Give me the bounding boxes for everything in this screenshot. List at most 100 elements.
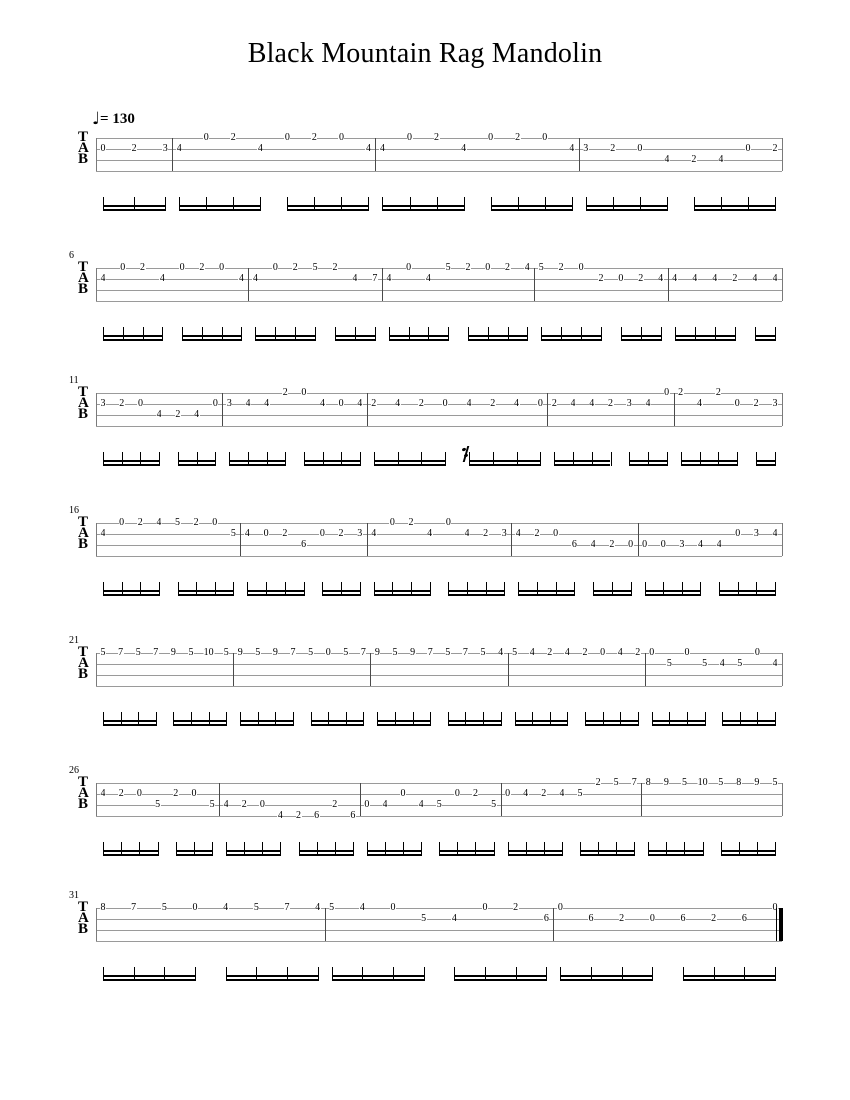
- tab-fret-number: 0: [203, 132, 210, 143]
- tab-fret-number: 0: [684, 647, 690, 658]
- beam: [103, 334, 163, 338]
- note-stem: [687, 712, 688, 726]
- tab-fret-number: 5: [613, 777, 620, 788]
- beam: [680, 459, 738, 463]
- tab-fret-number: 2: [618, 913, 625, 924]
- beam: [648, 849, 703, 853]
- note-stem: [280, 842, 282, 856]
- beam: [331, 978, 424, 981]
- note-stem: [639, 197, 641, 211]
- note-stem: [293, 712, 294, 726]
- tab-clef-letter: A: [78, 785, 89, 801]
- tab-fret-number: 4: [156, 409, 163, 420]
- tab-fret-number: 4: [222, 902, 229, 913]
- tab-fret-number: 9: [753, 777, 760, 788]
- tab-fret-number: 0: [541, 132, 548, 143]
- note-stem: [260, 197, 262, 211]
- note-stem: [140, 582, 142, 596]
- barline: [641, 783, 643, 816]
- tab-fret-number: 2: [131, 143, 138, 154]
- staff-line: [96, 426, 782, 427]
- note-stem: [328, 712, 330, 726]
- beam: [448, 589, 505, 593]
- tab-fret-number: 4: [223, 799, 230, 810]
- beam: [693, 204, 775, 208]
- beam: [651, 719, 705, 723]
- tab-fret-number: 0: [259, 799, 266, 810]
- tab-fret-number: 2: [558, 262, 565, 273]
- tab-fret-number: 7: [427, 647, 434, 658]
- note-stem: [266, 452, 268, 466]
- note-stem: [331, 967, 333, 981]
- note-stem: [341, 582, 343, 596]
- note-stem: [487, 327, 489, 341]
- note-stem: [666, 197, 668, 211]
- tab-fret-number: 0: [179, 262, 186, 273]
- note-stem: [540, 452, 542, 466]
- tab-fret-number: 0: [325, 647, 332, 658]
- tab-clef-letter: B: [78, 666, 89, 682]
- beam: [103, 723, 156, 726]
- beam: [173, 719, 227, 723]
- tab-fret-number: 0: [137, 398, 144, 409]
- tab-fret-number: 0: [263, 528, 270, 539]
- note-stem: [756, 582, 758, 596]
- barline: [782, 138, 783, 171]
- tab-fret-number: 4: [772, 273, 778, 284]
- tab-fret-number: 7: [284, 902, 290, 913]
- tab-fret-number: 0: [212, 398, 219, 409]
- note-stem: [660, 327, 662, 341]
- note-stem: [775, 452, 776, 466]
- beam: [683, 974, 775, 978]
- beam: [373, 463, 446, 466]
- note-stem: [411, 582, 413, 596]
- beam: [177, 459, 216, 463]
- note-stem: [275, 327, 277, 341]
- note-stem: [229, 452, 231, 466]
- tab-fret-number: 7: [631, 777, 638, 788]
- note-stem: [436, 197, 438, 211]
- tab-fret-number: 4: [394, 398, 401, 409]
- note-stem: [555, 582, 557, 596]
- beam: [593, 593, 631, 596]
- note-stem: [454, 967, 456, 981]
- tab-fret-number: 0: [537, 398, 544, 409]
- note-stem: [366, 842, 368, 856]
- note-stem: [663, 582, 665, 596]
- note-stem: [702, 842, 704, 856]
- tab-fret-number: 4: [515, 528, 522, 539]
- beam: [454, 974, 547, 978]
- tab-fret-number: 4: [244, 528, 251, 539]
- note-stem: [541, 327, 543, 341]
- note-stem: [516, 452, 518, 466]
- tab-fret-number: 0: [119, 262, 126, 273]
- note-stem: [233, 197, 235, 211]
- tab-fret-number: 5: [511, 647, 518, 658]
- note-stem: [517, 197, 519, 211]
- note-stem: [191, 712, 192, 726]
- note-stem: [493, 842, 495, 856]
- tab-fret-number: 5: [666, 658, 673, 669]
- beam: [674, 334, 735, 338]
- beam: [722, 719, 775, 723]
- beam: [554, 459, 611, 463]
- tab-fret-number: 4: [460, 143, 467, 154]
- tab-fret-number: 0: [100, 143, 106, 154]
- note-stem: [303, 452, 305, 466]
- note-stem: [363, 712, 365, 726]
- staff-line: [96, 171, 782, 172]
- tab-fret-number: 0: [744, 143, 751, 154]
- barline: [782, 653, 783, 686]
- beam: [225, 978, 318, 981]
- note-stem: [226, 842, 228, 856]
- final-barline-thin: [776, 908, 777, 941]
- tab-fret-number: 4: [590, 539, 597, 550]
- note-stem: [591, 967, 592, 981]
- note-stem: [287, 197, 289, 211]
- note-stem: [421, 452, 423, 466]
- tab-fret-number: 8: [645, 777, 652, 788]
- note-stem: [157, 842, 159, 856]
- tab-fret-number: 2: [533, 528, 540, 539]
- tab-fret-number: 4: [697, 539, 704, 550]
- note-stem: [693, 197, 695, 211]
